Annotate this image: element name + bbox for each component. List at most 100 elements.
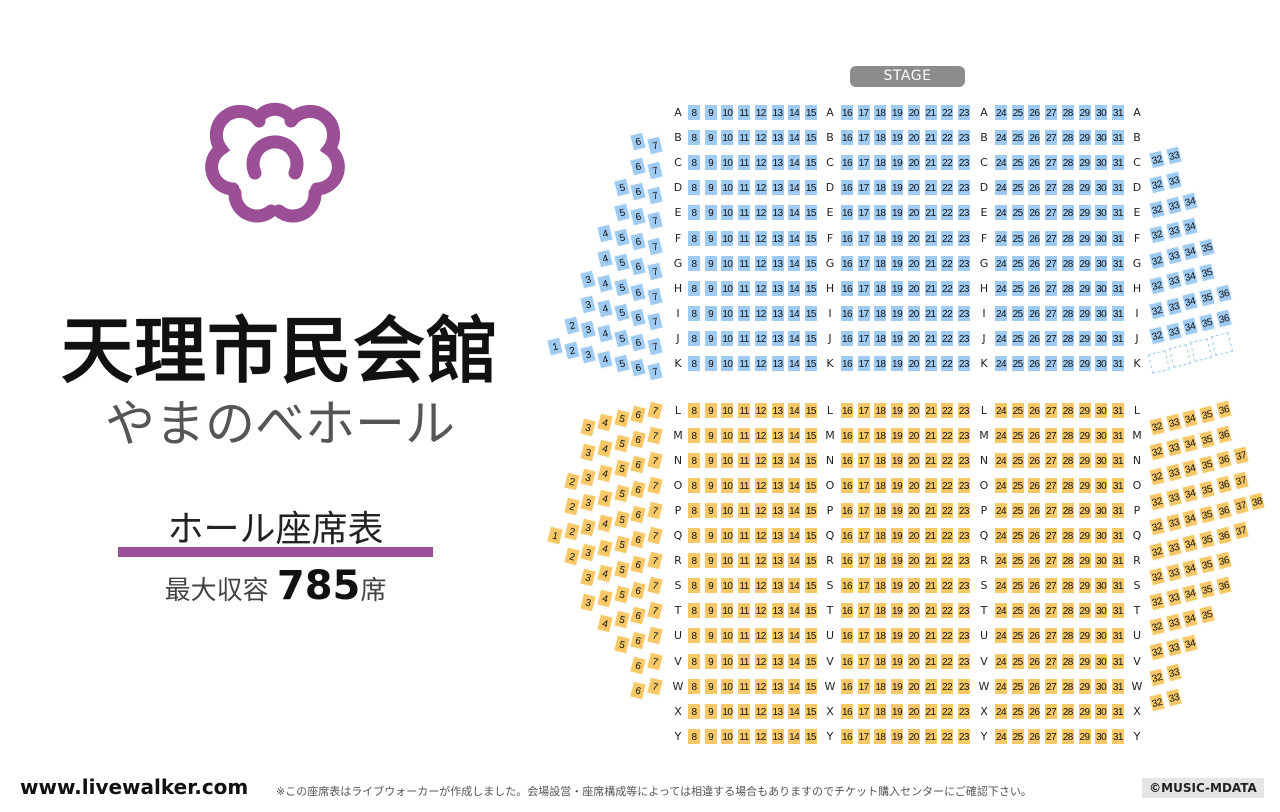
seat-J-14[interactable]: 14 [787, 329, 802, 347]
seat-V-27[interactable]: 27 [1044, 652, 1059, 670]
seat-F-22[interactable]: 22 [940, 229, 955, 247]
seat-N-31[interactable]: 31 [1110, 452, 1125, 470]
seat-A-30[interactable]: 30 [1094, 104, 1109, 121]
seat-O-7[interactable]: 7 [646, 475, 664, 496]
seat-S-32[interactable]: 32 [1148, 591, 1166, 612]
seat-T-26[interactable]: 26 [1027, 602, 1042, 620]
seat-D-8[interactable]: 8 [687, 179, 701, 197]
seat-A-17[interactable]: 17 [856, 104, 871, 121]
seat-R-25[interactable]: 25 [1010, 552, 1025, 570]
seat-P-37[interactable]: 37 [1231, 495, 1250, 516]
seat-R-14[interactable]: 14 [787, 552, 802, 570]
seat-B-27[interactable]: 27 [1044, 129, 1059, 147]
seat-V-7[interactable]: 7 [646, 651, 664, 671]
seat-P-30[interactable]: 30 [1094, 502, 1109, 520]
seat-D-19[interactable]: 19 [890, 179, 905, 197]
seat-P-28[interactable]: 28 [1060, 502, 1075, 520]
seat-E-10[interactable]: 10 [720, 204, 735, 222]
seat-E-20[interactable]: 20 [906, 204, 921, 222]
seat-U-8[interactable]: 8 [687, 627, 701, 645]
seat-N-18[interactable]: 18 [873, 452, 888, 470]
seat-J-22[interactable]: 22 [940, 329, 955, 347]
seat-E-32[interactable]: 32 [1148, 224, 1166, 245]
seat-L-9[interactable]: 9 [703, 402, 718, 419]
seat-X-25[interactable]: 25 [1010, 702, 1025, 720]
seat-N-37[interactable]: 37 [1231, 445, 1250, 466]
seat-K-26[interactable]: 26 [1027, 355, 1042, 372]
seat-C-19[interactable]: 19 [890, 154, 905, 172]
seat-M-16[interactable]: 16 [840, 427, 854, 445]
seat-S-3[interactable]: 3 [579, 592, 598, 613]
seat-N-28[interactable]: 28 [1060, 452, 1075, 470]
seat-Q-24[interactable]: 24 [994, 527, 1008, 545]
seat-U-18[interactable]: 18 [873, 627, 888, 645]
seat-O-3[interactable]: 3 [579, 492, 598, 513]
seat-U-31[interactable]: 31 [1110, 627, 1125, 645]
seat-G-20[interactable]: 20 [906, 254, 921, 272]
seat-E-28[interactable]: 28 [1060, 204, 1075, 222]
seat-X-19[interactable]: 19 [890, 702, 905, 720]
seat-D-18[interactable]: 18 [873, 179, 888, 197]
seat-F-31[interactable]: 31 [1110, 229, 1125, 247]
seat-G-21[interactable]: 21 [923, 254, 938, 272]
seat-F-5[interactable]: 5 [612, 227, 631, 248]
seat-R-12[interactable]: 12 [753, 552, 768, 570]
seat-X-28[interactable]: 28 [1060, 702, 1075, 720]
seat-S-18[interactable]: 18 [873, 577, 888, 595]
seat-J-26[interactable]: 26 [1027, 329, 1042, 347]
seat-S-33[interactable]: 33 [1164, 587, 1183, 608]
seat-H-24[interactable]: 24 [994, 279, 1008, 297]
seat-L-31[interactable]: 31 [1110, 402, 1125, 419]
seat-H-19[interactable]: 19 [890, 279, 905, 297]
seat-I-32[interactable]: 32 [1148, 325, 1166, 346]
seat-N-34[interactable]: 34 [1181, 458, 1200, 479]
seat-O-32[interactable]: 32 [1148, 491, 1166, 512]
seat-J-20[interactable]: 20 [906, 329, 921, 347]
seat-K-31[interactable]: 31 [1110, 355, 1125, 372]
seat-M-32[interactable]: 32 [1148, 441, 1166, 462]
seat-O-20[interactable]: 20 [906, 477, 921, 495]
seat-V-9[interactable]: 9 [703, 652, 718, 670]
seat-N-21[interactable]: 21 [923, 452, 938, 470]
seat-C-32[interactable]: 32 [1148, 174, 1166, 195]
seat-D-14[interactable]: 14 [787, 179, 802, 197]
seat-S-14[interactable]: 14 [787, 577, 802, 595]
seat-O-36[interactable]: 36 [1214, 475, 1233, 495]
seat-D-5[interactable]: 5 [612, 177, 631, 198]
seat-K-5[interactable]: 5 [612, 353, 631, 374]
seat-M-11[interactable]: 11 [737, 427, 752, 445]
seat-F-15[interactable]: 15 [803, 229, 818, 247]
seat-R-36[interactable]: 36 [1214, 550, 1233, 571]
seat-Y-25[interactable]: 25 [1010, 727, 1025, 745]
seat-L-4[interactable]: 4 [596, 413, 614, 433]
seat-M-29[interactable]: 29 [1077, 427, 1092, 445]
seat-J-21[interactable]: 21 [923, 329, 938, 347]
seat-J-18[interactable]: 18 [873, 329, 888, 347]
seat-P-34[interactable]: 34 [1181, 508, 1200, 529]
seat-B-14[interactable]: 14 [787, 129, 802, 147]
seat-C-29[interactable]: 29 [1077, 154, 1092, 172]
seat-U-14[interactable]: 14 [787, 627, 802, 645]
seat-M-21[interactable]: 21 [923, 427, 938, 445]
empty-seat-slot-J[interactable] [1168, 344, 1192, 368]
seat-A-31[interactable]: 31 [1110, 104, 1125, 121]
seat-L-16[interactable]: 16 [840, 402, 854, 419]
seat-T-21[interactable]: 21 [923, 602, 938, 620]
seat-T-6[interactable]: 6 [629, 605, 648, 626]
seat-J-30[interactable]: 30 [1094, 329, 1109, 347]
seat-K-11[interactable]: 11 [737, 355, 752, 372]
seat-O-15[interactable]: 15 [803, 477, 818, 495]
seat-G-4[interactable]: 4 [596, 248, 614, 269]
seat-N-16[interactable]: 16 [840, 452, 854, 470]
seat-K-22[interactable]: 22 [940, 355, 955, 372]
seat-D-16[interactable]: 16 [840, 179, 854, 197]
seat-H-35[interactable]: 35 [1198, 287, 1216, 308]
seat-E-6[interactable]: 6 [629, 206, 648, 227]
seat-A-12[interactable]: 12 [753, 104, 768, 121]
seat-T-4[interactable]: 4 [596, 613, 614, 634]
seat-B-29[interactable]: 29 [1077, 129, 1092, 147]
seat-O-4[interactable]: 4 [596, 488, 614, 509]
seat-C-20[interactable]: 20 [906, 154, 921, 172]
seat-I-4[interactable]: 4 [596, 298, 614, 319]
seat-W-7[interactable]: 7 [646, 676, 664, 696]
